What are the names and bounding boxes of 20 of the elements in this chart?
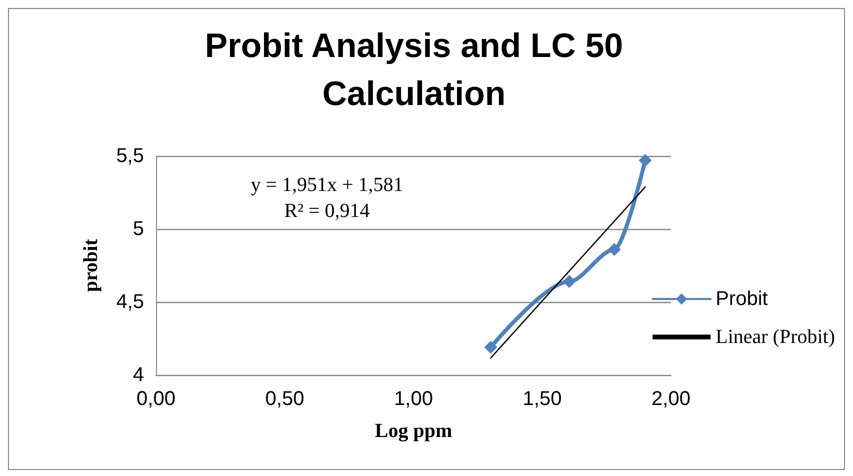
x-tick-label: 0,50 xyxy=(265,388,304,410)
y-tick-label: 5 xyxy=(132,218,144,240)
y-tick-label: 4,5 xyxy=(116,291,144,313)
x-axis-title: Log ppm xyxy=(374,420,452,442)
x-tick-label: 1,50 xyxy=(522,388,562,410)
x-tick-label: 2,00 xyxy=(652,388,690,410)
annotation: y = 1,951x + 1,581 xyxy=(250,174,404,196)
x-tick-label: 0,00 xyxy=(136,388,176,410)
point xyxy=(484,340,498,354)
x-tick-label: 1,00 xyxy=(394,388,433,410)
point xyxy=(608,242,621,256)
y-tick-label: 4 xyxy=(132,364,144,386)
legend-label: Linear (Probit) xyxy=(716,326,835,348)
point xyxy=(638,154,652,167)
annotation: R² = 0,914 xyxy=(284,200,370,222)
y-tick-label: 5,5 xyxy=(116,145,144,167)
legend-label: Probit xyxy=(716,288,768,310)
point xyxy=(562,275,576,288)
chart-title: Probit Analysis and LC 50 Calculation xyxy=(204,27,624,113)
y-axis-title: probit xyxy=(80,238,102,292)
